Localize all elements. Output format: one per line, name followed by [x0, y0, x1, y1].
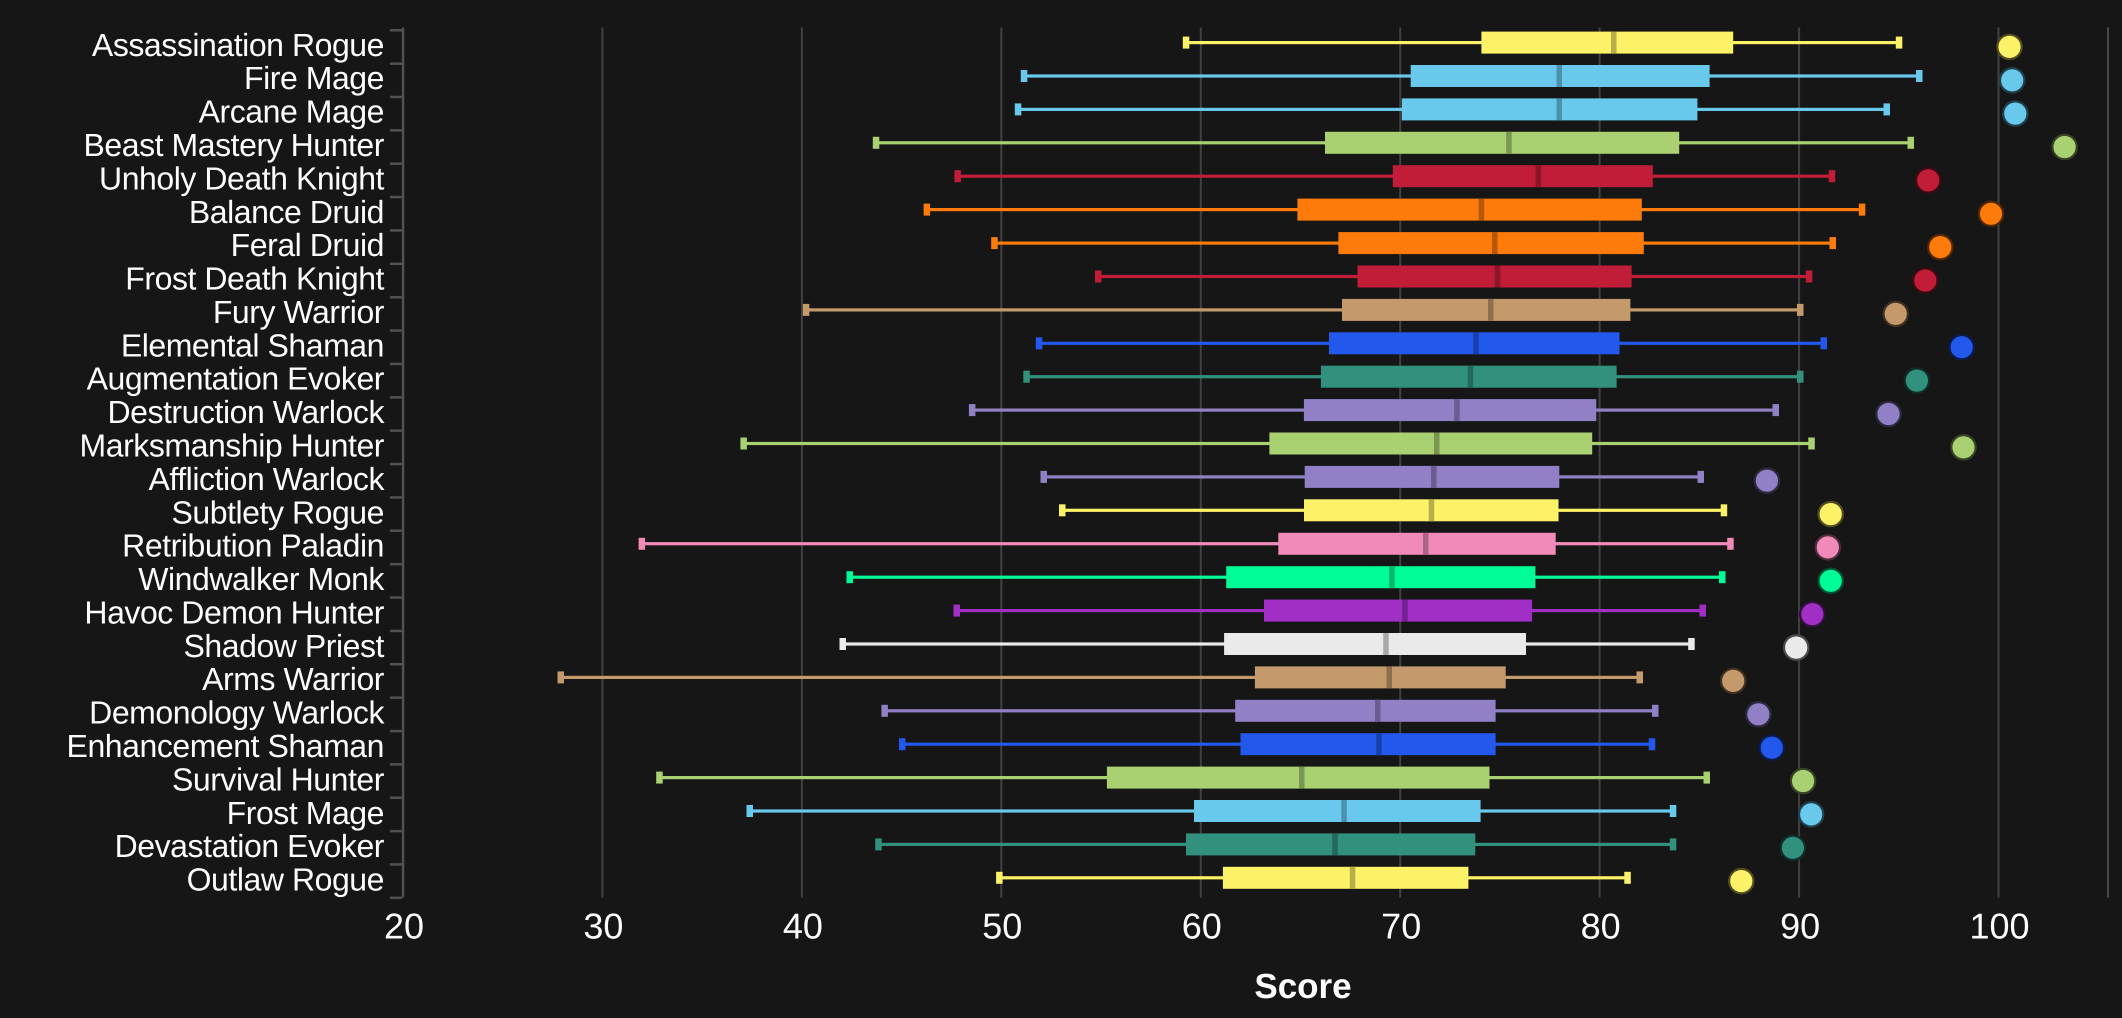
svg-text:20: 20 — [384, 906, 424, 947]
svg-text:Unholy Death Knight: Unholy Death Knight — [99, 160, 385, 196]
svg-text:Windwalker Monk: Windwalker Monk — [138, 561, 385, 597]
svg-text:Survival Hunter: Survival Hunter — [172, 761, 385, 797]
svg-text:30: 30 — [583, 906, 623, 947]
svg-text:Enhancement Shaman: Enhancement Shaman — [67, 728, 384, 764]
svg-text:Subtlety Rogue: Subtlety Rogue — [171, 494, 384, 530]
svg-text:Arms Warrior: Arms Warrior — [202, 661, 385, 697]
svg-text:Demonology Warlock: Demonology Warlock — [89, 695, 385, 731]
svg-text:Outlaw Rogue: Outlaw Rogue — [187, 862, 384, 898]
svg-text:Retribution Paladin: Retribution Paladin — [122, 528, 384, 564]
svg-text:90: 90 — [1780, 906, 1820, 947]
svg-text:Marksmanship Hunter: Marksmanship Hunter — [80, 428, 385, 464]
svg-text:Arcane Mage: Arcane Mage — [199, 94, 384, 130]
svg-text:80: 80 — [1581, 906, 1621, 947]
svg-text:Shadow Priest: Shadow Priest — [184, 628, 385, 664]
svg-text:60: 60 — [1182, 906, 1222, 947]
svg-text:Score: Score — [1254, 967, 1351, 1006]
svg-text:Elemental Shaman: Elemental Shaman — [121, 327, 384, 363]
svg-text:Devastation Evoker: Devastation Evoker — [115, 828, 385, 864]
svg-text:100: 100 — [1969, 906, 2029, 947]
svg-text:Augmentation Evoker: Augmentation Evoker — [87, 361, 385, 397]
svg-text:50: 50 — [982, 906, 1022, 947]
svg-text:Fury Warrior: Fury Warrior — [213, 294, 385, 330]
svg-text:Havoc Demon Hunter: Havoc Demon Hunter — [84, 594, 384, 630]
svg-text:Affliction Warlock: Affliction Warlock — [148, 461, 385, 497]
svg-text:Frost Mage: Frost Mage — [227, 795, 384, 831]
svg-text:Beast Mastery Hunter: Beast Mastery Hunter — [84, 127, 385, 163]
svg-text:Fire Mage: Fire Mage — [244, 60, 384, 96]
svg-text:Destruction Warlock: Destruction Warlock — [107, 394, 385, 430]
svg-text:Balance Druid: Balance Druid — [189, 194, 384, 230]
svg-text:Feral Druid: Feral Druid — [231, 227, 384, 263]
svg-text:40: 40 — [783, 906, 823, 947]
svg-text:Assassination Rogue: Assassination Rogue — [92, 27, 384, 63]
svg-text:70: 70 — [1381, 906, 1421, 947]
svg-text:Frost Death Knight: Frost Death Knight — [125, 261, 384, 297]
